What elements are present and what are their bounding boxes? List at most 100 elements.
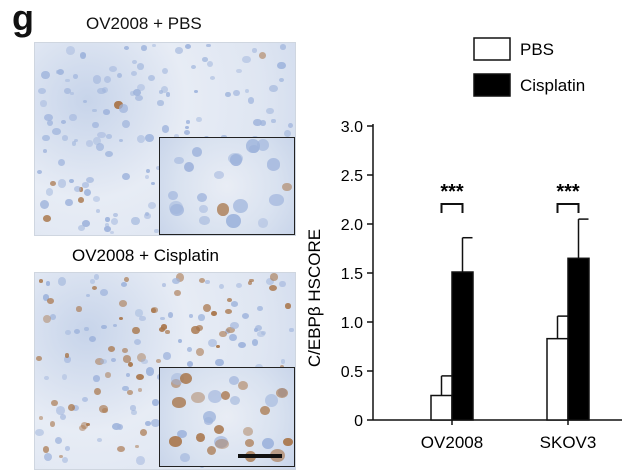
cell-nucleus <box>58 454 63 459</box>
cell-nucleus <box>235 282 242 288</box>
cell-nucleus <box>38 88 46 95</box>
cell-nucleus <box>154 228 159 233</box>
cell-nucleus <box>206 60 213 67</box>
cell-nucleus <box>79 52 87 60</box>
cell-nucleus <box>81 182 90 188</box>
cell-nucleus <box>151 307 159 313</box>
cell-nucleus <box>108 65 117 72</box>
y-tick-label: 3.0 <box>341 119 363 136</box>
cell-nucleus <box>145 367 155 377</box>
cell-nucleus <box>82 397 89 403</box>
cell-nucleus <box>100 289 108 296</box>
cell-nucleus <box>49 421 56 427</box>
cell-nucleus <box>266 278 275 286</box>
cell-nucleus <box>185 43 192 49</box>
cell-nucleus <box>205 43 211 48</box>
cell-nucleus <box>198 314 206 321</box>
cell-nucleus <box>51 399 58 406</box>
micrograph-inset-cisplatin <box>159 367 295 467</box>
cell-nucleus <box>215 358 224 367</box>
cell-nucleus <box>129 90 135 96</box>
cell-nucleus <box>213 435 228 448</box>
cell-nucleus <box>107 346 116 353</box>
cell-nucleus <box>74 138 79 142</box>
cell-nucleus <box>247 97 255 104</box>
cell-nucleus <box>269 273 279 281</box>
cell-nucleus <box>101 324 108 330</box>
cell-nucleus <box>47 298 54 305</box>
cell-nucleus <box>275 387 288 399</box>
cell-nucleus <box>228 376 239 385</box>
cell-nucleus <box>179 453 190 463</box>
scale-bar <box>238 454 282 458</box>
cell-nucleus <box>89 279 95 285</box>
cell-nucleus <box>251 338 259 346</box>
cell-nucleus <box>161 124 170 133</box>
legend: PBS Cisplatin <box>473 37 585 97</box>
cell-nucleus <box>64 88 71 94</box>
cell-nucleus <box>105 217 110 222</box>
cell-nucleus <box>168 190 178 201</box>
cell-nucleus <box>259 120 267 126</box>
cell-nucleus <box>186 361 194 367</box>
y-tick-label: 0.5 <box>341 364 363 381</box>
cell-nucleus <box>137 63 145 70</box>
cell-nucleus <box>213 171 224 179</box>
cell-nucleus <box>54 436 62 444</box>
cell-nucleus <box>104 223 109 228</box>
cell-nucleus <box>47 119 54 126</box>
cell-nucleus <box>135 444 140 449</box>
cell-nucleus <box>61 120 66 125</box>
cell-nucleus <box>132 326 140 335</box>
cell-nucleus <box>241 312 249 319</box>
panel-letter: g <box>12 0 34 38</box>
cell-nucleus <box>116 423 124 431</box>
cell-nucleus <box>136 455 145 465</box>
cell-nucleus <box>70 91 75 96</box>
cell-nucleus <box>42 314 51 324</box>
cell-nucleus <box>188 314 193 318</box>
cell-nucleus <box>126 389 134 395</box>
cell-nucleus <box>61 456 69 464</box>
cell-nucleus <box>100 359 107 365</box>
cell-nucleus <box>246 139 260 153</box>
cell-nucleus <box>85 293 90 297</box>
cell-nucleus <box>206 445 216 455</box>
cell-nucleus <box>136 83 146 92</box>
y-tick-label: 0 <box>354 413 363 430</box>
cell-nucleus <box>132 88 141 96</box>
cell-nucleus <box>259 405 270 416</box>
cell-nucleus <box>61 373 68 381</box>
cell-nucleus <box>257 218 268 228</box>
cell-nucleus <box>119 299 128 307</box>
cell-nucleus <box>92 375 101 383</box>
cell-nucleus <box>253 118 262 127</box>
bar-pbs-ov2008 <box>430 394 453 421</box>
cell-nucleus <box>81 422 89 429</box>
cell-nucleus <box>226 214 241 229</box>
cell-nucleus <box>125 372 131 378</box>
cell-nucleus <box>156 359 161 363</box>
cell-nucleus <box>207 339 217 348</box>
cell-nucleus <box>55 406 65 416</box>
image-title-pbs: OV2008 + PBS <box>86 14 202 33</box>
cell-nucleus <box>184 125 189 130</box>
cell-nucleus <box>105 372 112 378</box>
x-tick-label: OV2008 <box>421 433 483 452</box>
cell-nucleus <box>112 212 118 218</box>
cell-nucleus <box>136 135 145 143</box>
cell-nucleus <box>174 157 184 165</box>
cell-nucleus <box>279 78 284 83</box>
y-tick-label: 1.0 <box>341 315 363 332</box>
cell-nucleus <box>130 70 138 77</box>
cell-nucleus <box>150 181 155 186</box>
cell-nucleus <box>65 446 71 451</box>
cell-nucleus <box>218 283 224 289</box>
cell-nucleus <box>69 113 78 122</box>
cell-nucleus <box>279 44 287 51</box>
cell-nucleus <box>101 407 109 413</box>
cell-nucleus <box>283 129 292 137</box>
legend-swatch-cisplatin <box>473 73 511 97</box>
cell-nucleus <box>39 100 47 107</box>
micrograph-inset-pbs <box>159 137 295 235</box>
